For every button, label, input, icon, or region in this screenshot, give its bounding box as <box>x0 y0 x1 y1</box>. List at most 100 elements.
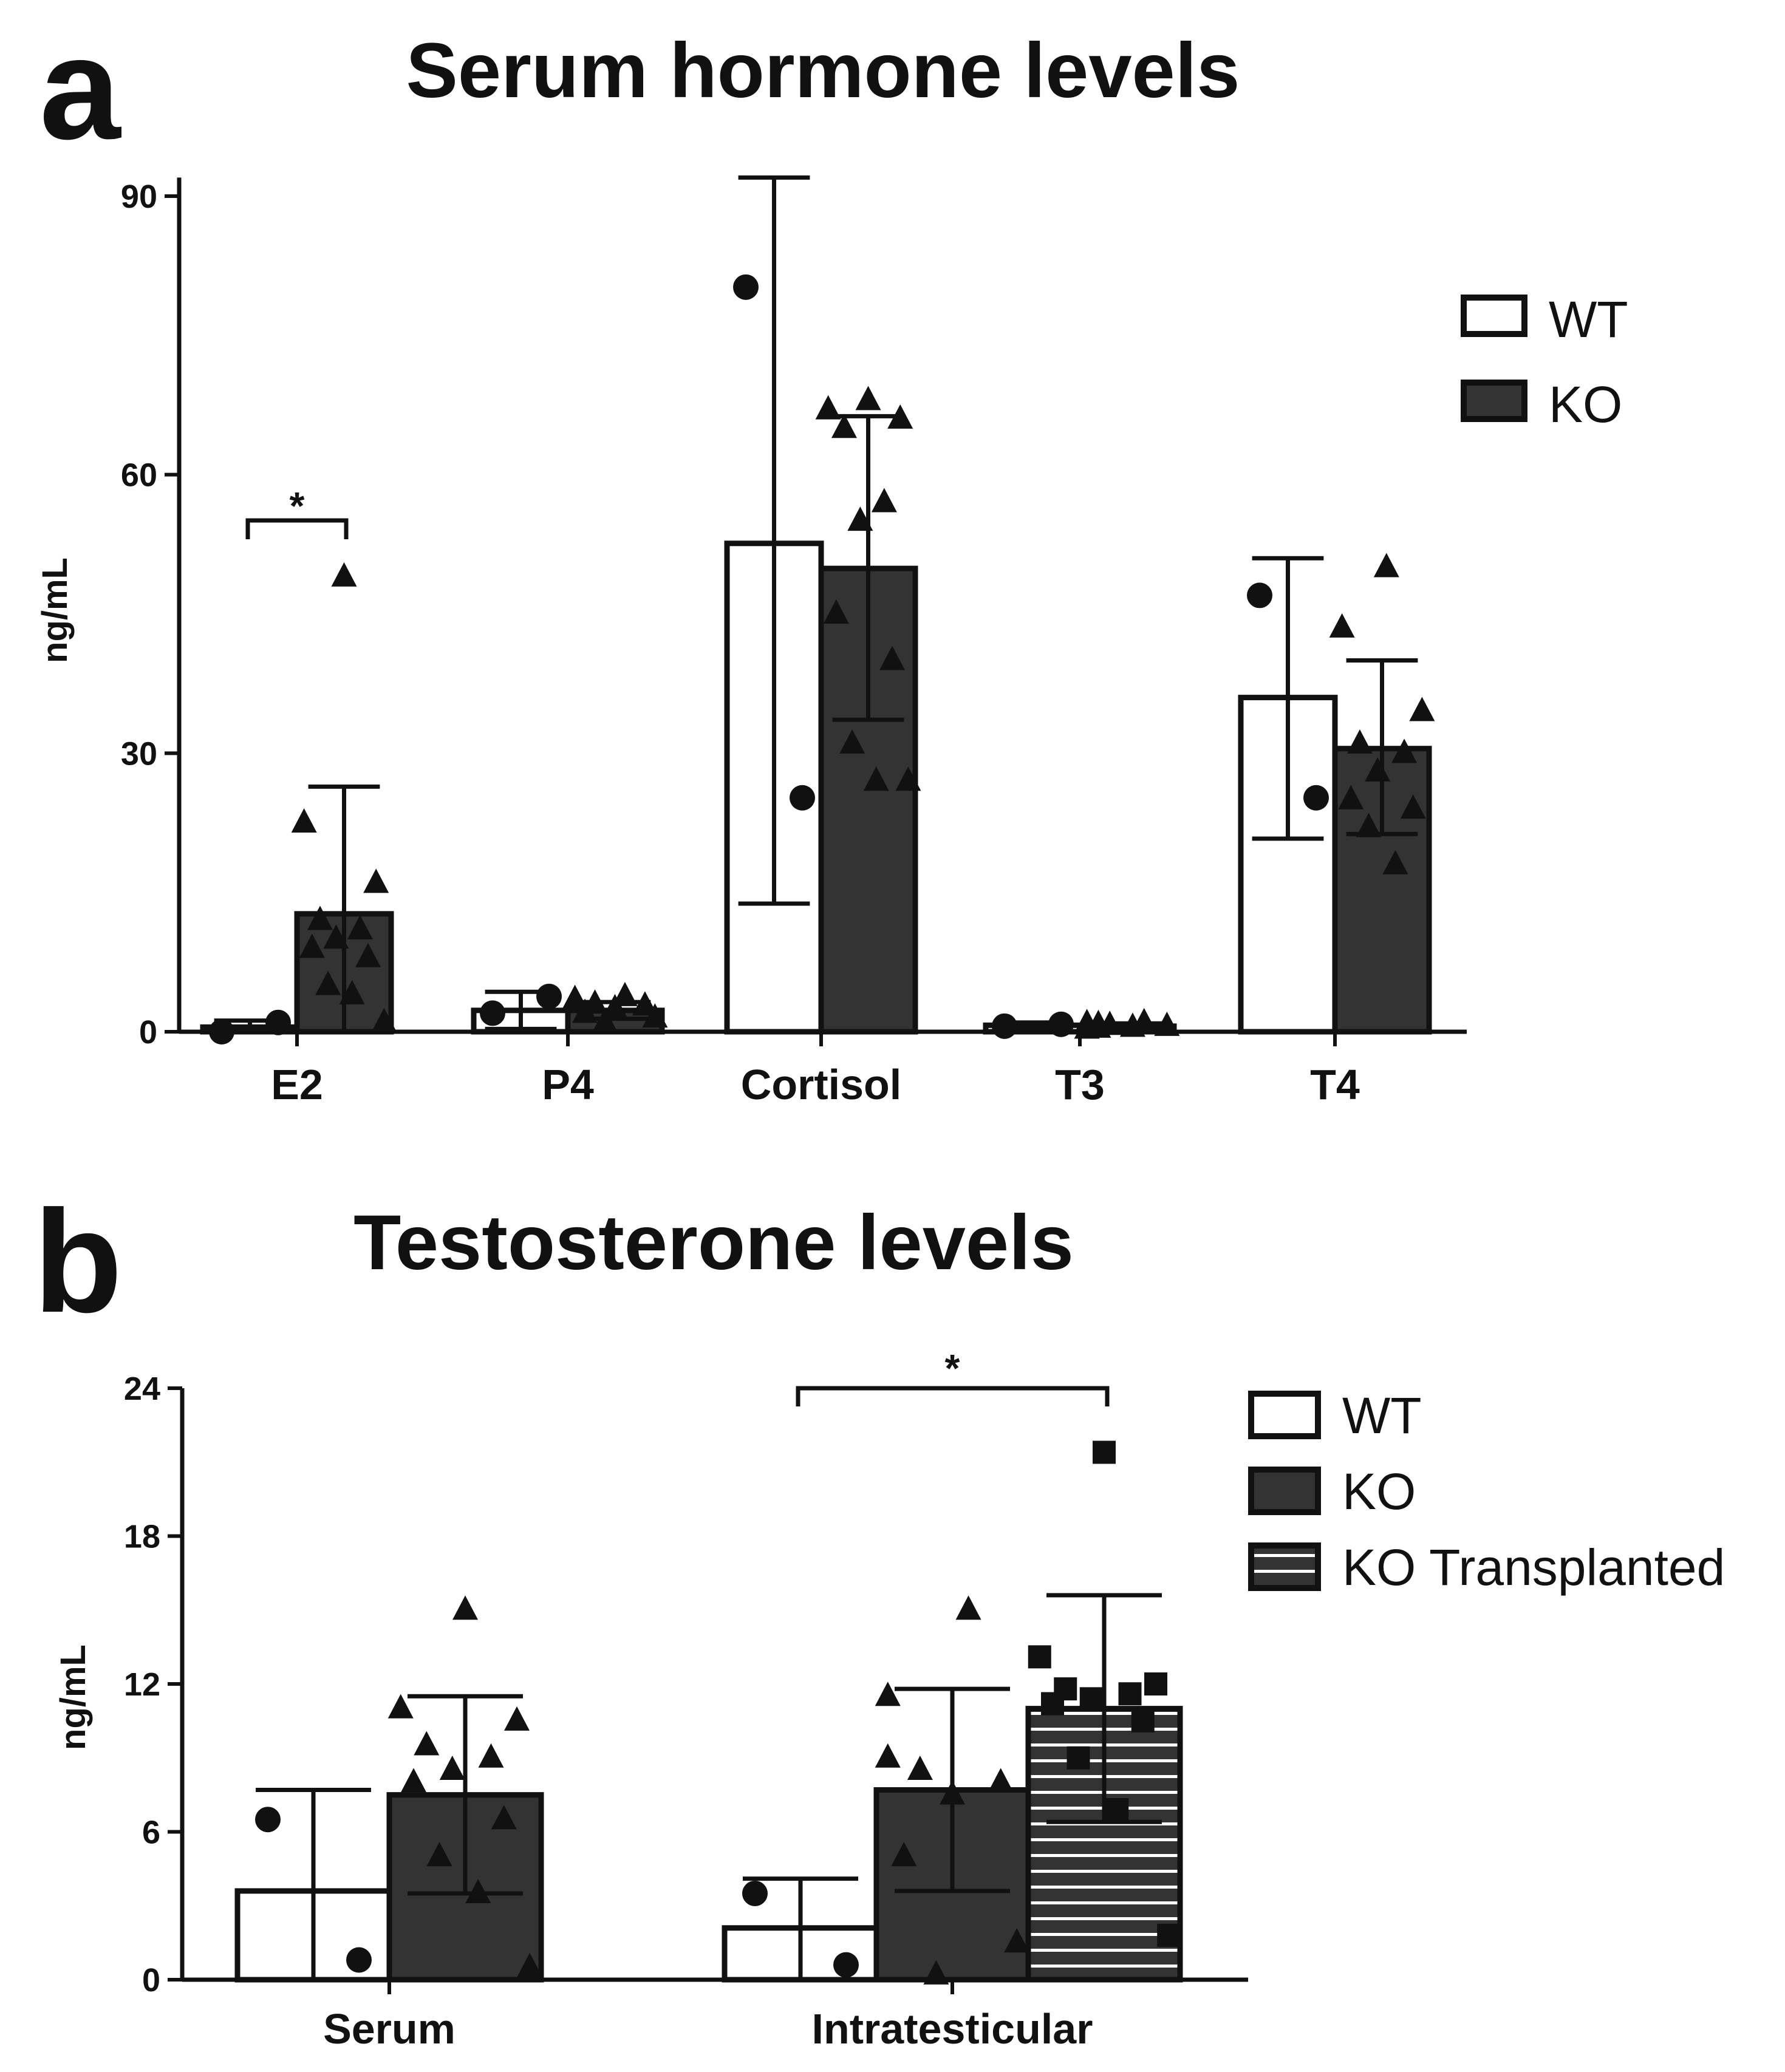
panel-b-legend: WT KO KO Transplanted <box>1248 1387 1725 1596</box>
category-label-a-4: T4 <box>1310 1061 1360 1108</box>
data-point-a-0-1-9 <box>339 980 365 1004</box>
panel-a-significance: * <box>245 484 349 539</box>
data-point-a-4-1-7 <box>1400 794 1426 819</box>
data-point-b-0-1-7 <box>491 1805 517 1830</box>
legend-a-ko-swatch <box>1461 380 1527 422</box>
panel-b-significance: * <box>796 1346 1110 1406</box>
data-point-b-1-1-0 <box>955 1595 981 1620</box>
significance-star-a: * <box>290 484 305 528</box>
data-point-a-2-1-4 <box>871 488 897 513</box>
panel-b-y-axis-label: ng/mL <box>53 1644 93 1750</box>
data-point-a-2-1-6 <box>823 599 849 624</box>
data-point-a-2-0-0 <box>733 274 759 300</box>
legend-b-wt-swatch <box>1248 1391 1321 1439</box>
panel-a-y-axis-label: ng/mL <box>35 557 75 663</box>
legend-a-ko-label: KO <box>1549 376 1622 433</box>
data-point-a-1-1-5 <box>602 993 628 1018</box>
legend-b-wt-label: WT <box>1342 1387 1422 1444</box>
data-point-b-0-1-5 <box>439 1756 465 1781</box>
y-tick-label-b-2: 12 <box>124 1666 160 1703</box>
category-label-a-0: E2 <box>271 1061 323 1108</box>
data-point-a-4-1-2 <box>1409 697 1435 721</box>
data-point-a-3-1-5 <box>1119 1012 1145 1037</box>
significance-bracket-b <box>796 1386 1110 1406</box>
data-point-b-0-1-3 <box>414 1731 440 1756</box>
data-point-a-3-0-0 <box>992 1013 1017 1039</box>
data-point-b-1-2-7 <box>1131 1709 1155 1733</box>
data-point-a-2-1-10 <box>895 766 921 791</box>
panel-b: b Testosterone levels ng/mL WT KO KO Tra… <box>33 1180 1725 1750</box>
data-point-b-1-2-10 <box>1157 1923 1181 1947</box>
panel-b-title: Testosterone levels <box>353 1199 1074 1286</box>
significance-bracket-a <box>245 518 349 539</box>
data-point-a-3-1-7 <box>1074 1014 1100 1039</box>
data-point-b-1-1-2 <box>875 1743 901 1768</box>
y-tick-label-b-1: 6 <box>142 1815 160 1851</box>
data-point-a-2-1-7 <box>879 646 906 670</box>
data-point-b-1-1-6 <box>891 1842 917 1867</box>
y-tick-label-a-0: 0 <box>139 1014 157 1051</box>
y-tick-label-b-0: 0 <box>142 1962 160 1999</box>
data-point-b-1-1-3 <box>907 1756 933 1781</box>
data-point-b-1-2-4 <box>1118 1682 1142 1706</box>
panel-a-legend: WT KO <box>1461 291 1628 433</box>
data-point-a-0-1-2 <box>363 868 389 893</box>
data-point-b-0-0-0 <box>255 1807 281 1833</box>
data-point-b-0-1-10 <box>517 1952 543 1977</box>
data-point-a-1-1-6 <box>572 998 598 1023</box>
data-point-b-1-1-8 <box>923 1960 949 1985</box>
category-label-a-2: Cortisol <box>741 1061 901 1108</box>
data-point-a-1-1-7 <box>642 1003 668 1028</box>
data-point-a-0-1-8 <box>315 970 341 995</box>
data-point-b-0-1-8 <box>426 1842 452 1867</box>
data-point-b-0-1-6 <box>401 1768 426 1793</box>
data-point-a-4-1-0 <box>1373 553 1399 578</box>
panel-a-letter: a <box>39 7 121 169</box>
data-point-b-0-1-0 <box>452 1595 478 1620</box>
y-tick-label-a-2: 60 <box>121 457 157 494</box>
data-point-a-0-1-6 <box>299 933 325 958</box>
data-point-a-2-1-2 <box>887 404 913 429</box>
significance-star-b: * <box>945 1346 960 1390</box>
data-point-b-1-0-1 <box>833 1952 859 1978</box>
data-point-a-0-0-0 <box>209 1019 234 1045</box>
data-point-a-4-1-4 <box>1391 738 1418 763</box>
data-point-a-2-1-9 <box>863 766 889 791</box>
data-point-a-1-1-4 <box>632 991 658 1016</box>
y-tick-label-a-1: 30 <box>121 735 157 772</box>
data-point-a-4-1-8 <box>1356 813 1382 837</box>
data-point-a-1-0-0 <box>480 1000 505 1026</box>
chart-b-plot-area: 0 6 12 18 24 Serum Intratesticular <box>124 1371 1248 2053</box>
data-point-a-1-1-8 <box>592 1007 618 1032</box>
data-point-a-2-0-1 <box>790 785 815 811</box>
data-point-a-3-1-4 <box>1154 1011 1180 1036</box>
data-point-b-1-1-7 <box>1004 1928 1030 1953</box>
data-point-b-0-1-2 <box>504 1706 530 1731</box>
panel-a: a Serum hormone levels ng/mL WT KO * <box>35 7 1628 663</box>
data-point-a-2-1-1 <box>815 395 841 420</box>
y-tick-label-b-4: 24 <box>124 1371 160 1407</box>
data-point-b-1-0-0 <box>742 1880 768 1906</box>
data-point-b-1-2-2 <box>1144 1672 1167 1695</box>
data-point-a-0-1-5 <box>323 924 349 949</box>
data-point-a-0-0-1 <box>265 1009 291 1035</box>
data-point-a-2-1-5 <box>847 506 873 531</box>
category-label-a-1: P4 <box>542 1061 594 1108</box>
y-tick-label-b-3: 18 <box>124 1519 160 1555</box>
legend-b-ko-transplanted-swatch <box>1248 1542 1321 1591</box>
data-point-a-0-1-3 <box>307 905 333 930</box>
data-point-b-1-2-9 <box>1105 1798 1129 1821</box>
data-point-a-0-1-1 <box>291 808 317 833</box>
legend-a-wt-swatch <box>1461 295 1527 337</box>
data-point-b-1-2-0 <box>1093 1440 1116 1464</box>
category-label-b-0: Serum <box>323 2005 456 2053</box>
panel-b-letter: b <box>33 1180 123 1343</box>
category-label-b-1: Intratesticular <box>812 2005 1093 2053</box>
data-point-a-0-1-10 <box>371 1007 397 1032</box>
data-point-a-1-1-0 <box>612 981 638 1006</box>
data-point-a-4-1-5 <box>1365 757 1391 782</box>
legend-a-wt-label: WT <box>1549 291 1628 348</box>
data-point-a-4-1-3 <box>1346 729 1373 754</box>
data-point-b-0-0-1 <box>346 1947 372 1973</box>
data-point-a-0-1-4 <box>347 915 373 939</box>
